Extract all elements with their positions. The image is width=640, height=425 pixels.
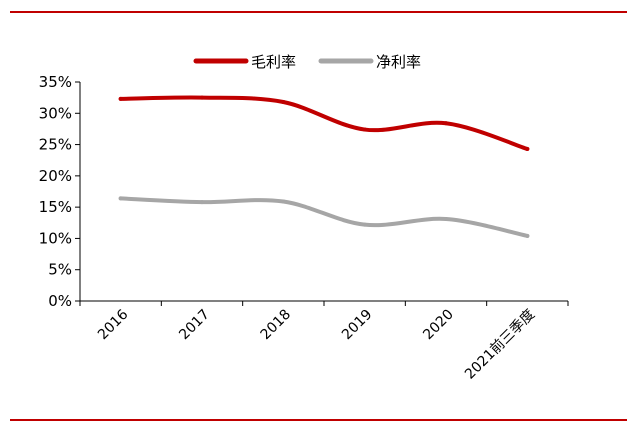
data-point xyxy=(525,146,530,151)
series-line-0 xyxy=(118,95,530,151)
x-tick-label: 2018 xyxy=(258,307,295,344)
data-point xyxy=(281,100,286,105)
legend-label-1: 净利率 xyxy=(376,53,421,71)
y-tick-label: 20% xyxy=(39,167,72,185)
x-tick-label: 2016 xyxy=(95,306,132,343)
x-tick-label: 2020 xyxy=(420,307,457,344)
data-point xyxy=(362,222,367,227)
y-tick-label: 35% xyxy=(39,73,72,91)
top-rule xyxy=(10,11,627,13)
data-point xyxy=(362,127,367,132)
data-point xyxy=(118,96,123,101)
data-point xyxy=(525,233,530,238)
series-layer xyxy=(118,95,530,238)
y-tick-label: 5% xyxy=(48,261,72,279)
data-point xyxy=(200,95,204,100)
data-point xyxy=(444,121,448,126)
bottom-rule xyxy=(10,419,627,421)
data-point xyxy=(281,199,286,204)
y-tick-label: 15% xyxy=(39,198,72,216)
y-tick-label: 25% xyxy=(39,136,72,154)
y-tick-label: 0% xyxy=(48,292,72,310)
x-tick-label: 2019 xyxy=(339,307,376,344)
data-point xyxy=(118,196,123,201)
data-point xyxy=(200,200,204,205)
legend: 毛利率 净利率 xyxy=(193,53,421,71)
legend-label-0: 毛利率 xyxy=(251,53,296,71)
x-tick-label: 2017 xyxy=(176,307,213,344)
y-tick-label: 10% xyxy=(39,229,72,247)
data-point xyxy=(444,217,448,222)
y-tick-label: 30% xyxy=(39,104,72,122)
series-line-1 xyxy=(118,196,530,238)
x-tick-label: 2021前三季度 xyxy=(461,306,538,383)
